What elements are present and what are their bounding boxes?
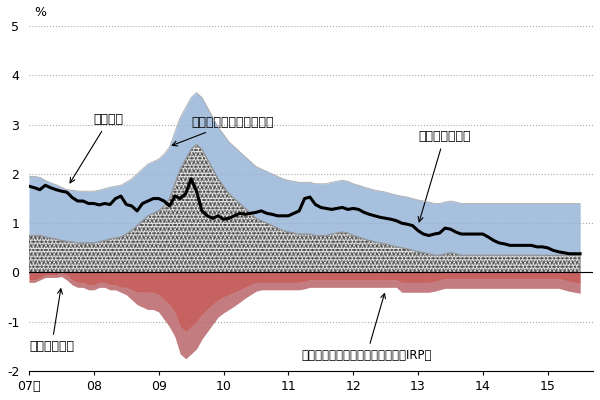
- Text: 名目金利: 名目金利: [70, 113, 124, 183]
- Text: 実質ターム・プレミアム: 実質ターム・プレミアム: [172, 116, 274, 146]
- Text: 予想インフレ率: 予想インフレ率: [418, 130, 470, 222]
- Text: 予想実質金利: 予想実質金利: [29, 289, 74, 353]
- Text: %: %: [35, 6, 47, 19]
- Text: インフレ・リスク・プレミアム（IRP）: インフレ・リスク・プレミアム（IRP）: [301, 294, 432, 362]
